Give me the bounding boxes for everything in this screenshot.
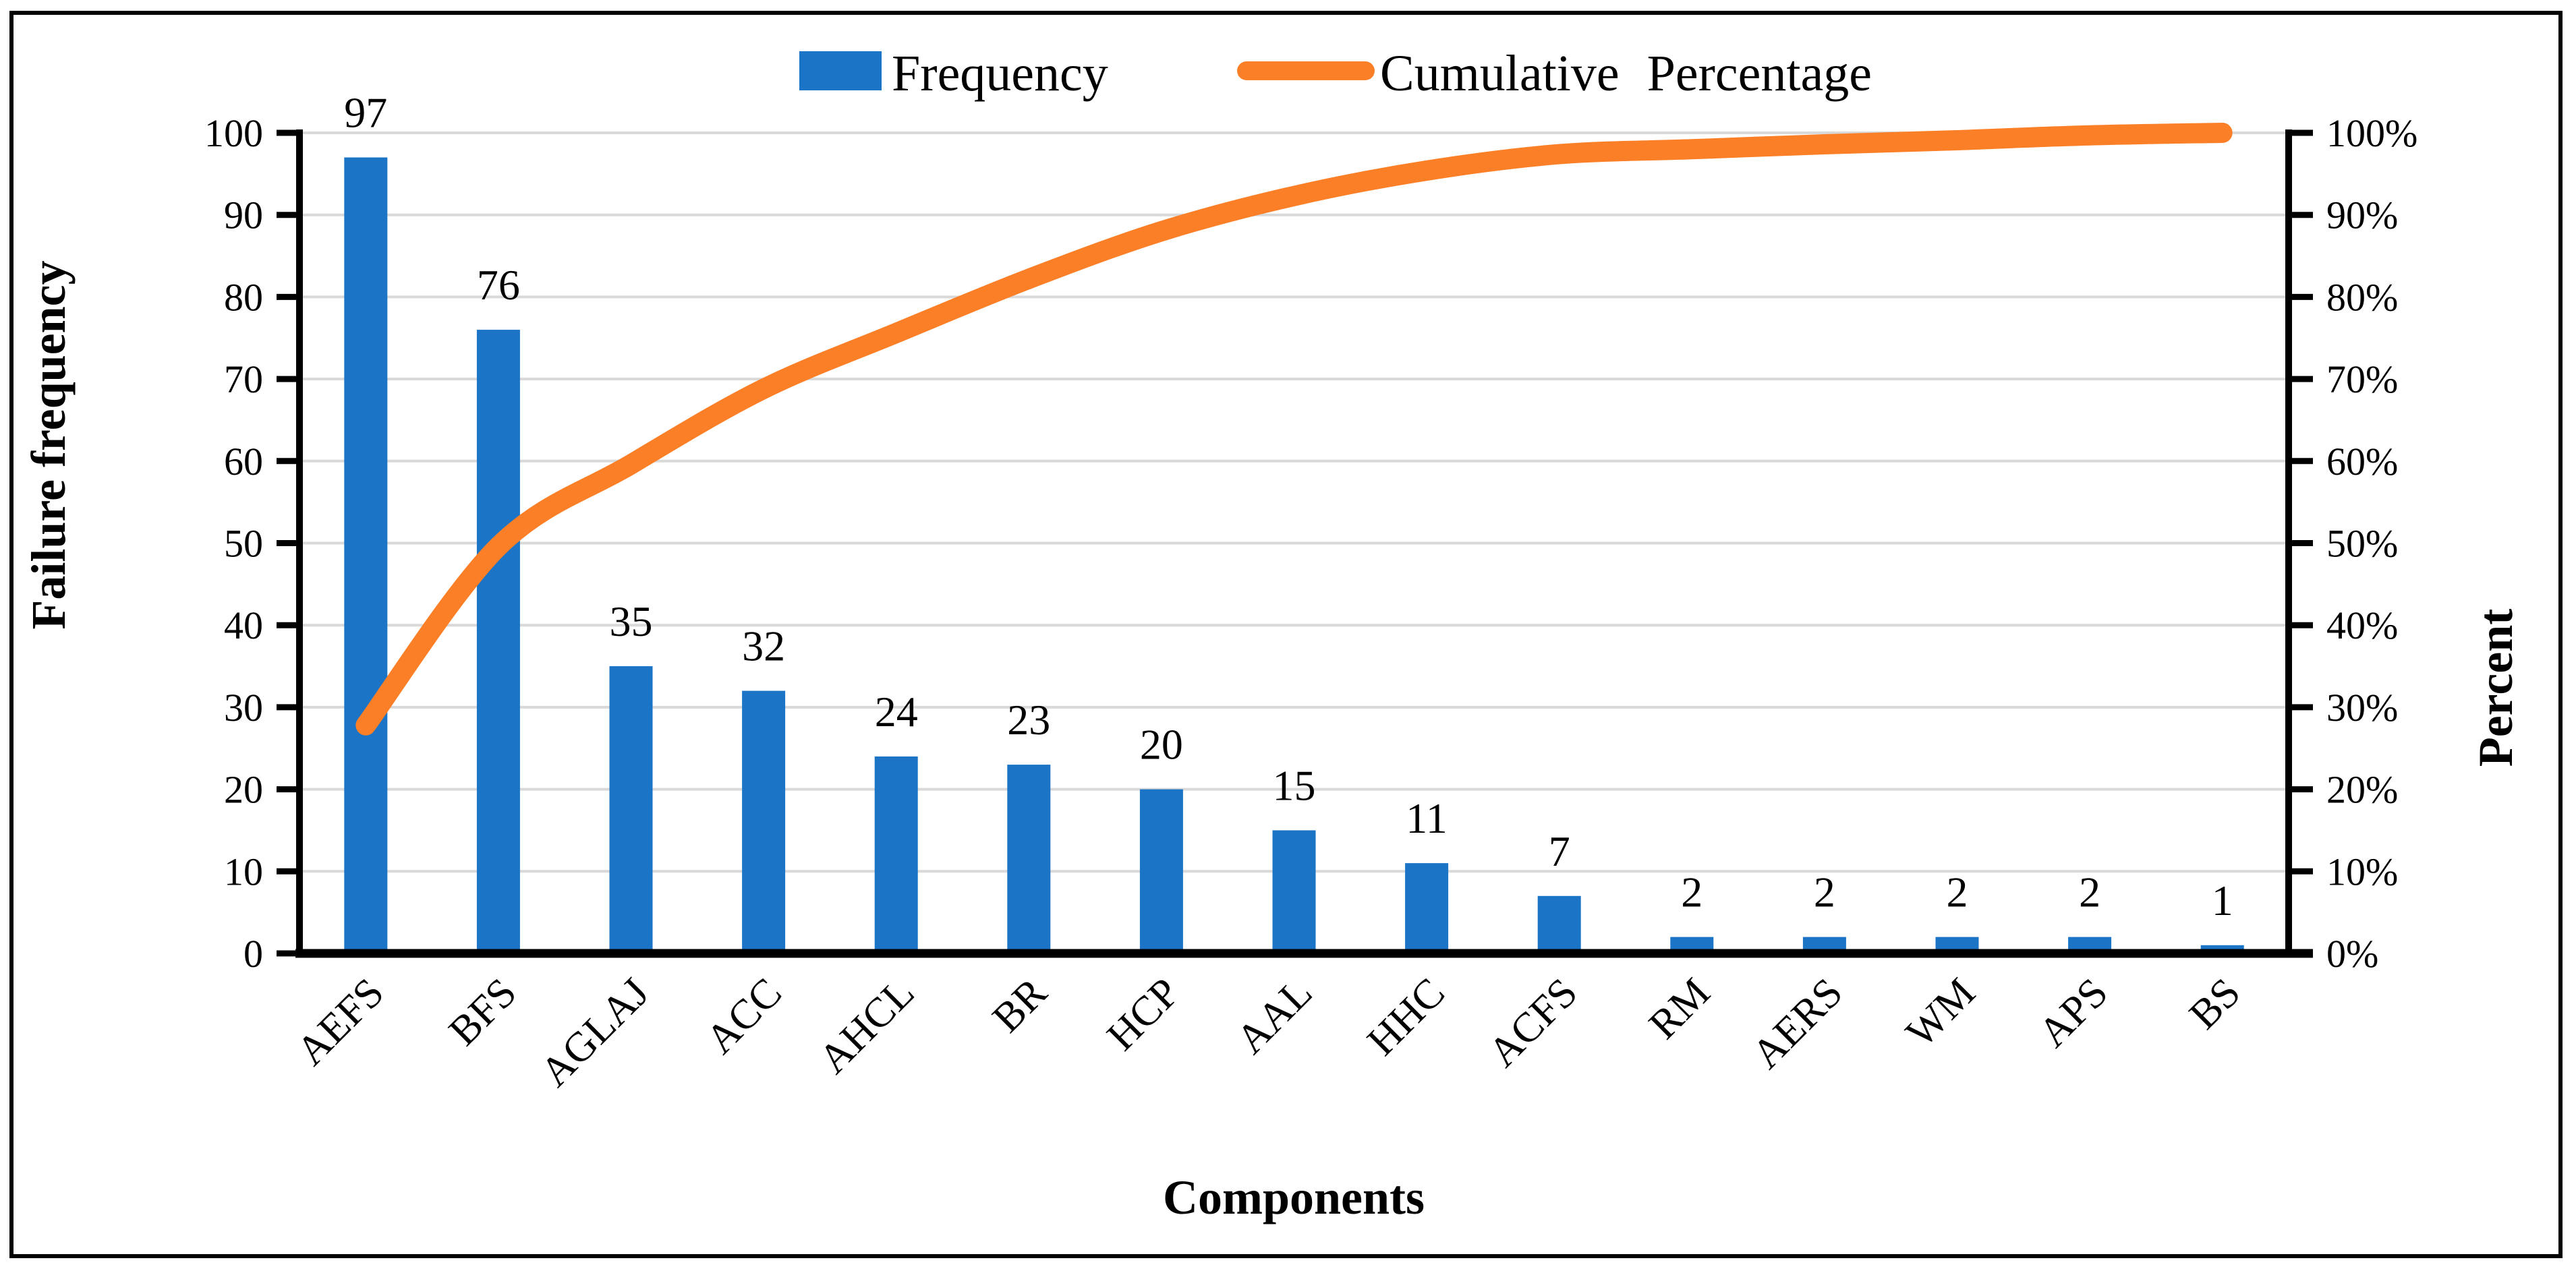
cumulative-percentage-path	[355, 123, 2233, 736]
category-label-HCP: HCP	[1098, 970, 1188, 1059]
bar-BFS	[476, 330, 520, 954]
category-label-AAL: AAL	[1228, 970, 1321, 1063]
left-tick-labels: 0 10 20 30 40 50 60 70 80 90 100	[204, 111, 263, 976]
cumulative-percentage-line	[355, 123, 2233, 736]
bar-value-label: 2	[1681, 868, 1702, 916]
bar-AEFS	[344, 157, 388, 953]
bar-ACFS	[1537, 895, 1581, 953]
right-tick-label: 40%	[2326, 603, 2398, 647]
category-label-HHC: HHC	[1358, 970, 1454, 1065]
bar-HHC	[1405, 863, 1449, 953]
right-tick-label: 70%	[2326, 357, 2398, 401]
left-tick-label: 70	[224, 357, 263, 401]
right-tick-label: 80%	[2326, 275, 2398, 319]
right-tick-label: 60%	[2326, 440, 2398, 483]
category-label-AHCL: AHCL	[810, 970, 923, 1082]
bar-ACC	[742, 690, 786, 953]
bar-BR	[1007, 765, 1051, 953]
category-label-BS: BS	[2181, 970, 2250, 1038]
right-tick-label: 0%	[2326, 932, 2378, 976]
y-axis-title-right: Percent	[2469, 609, 2523, 767]
left-tick-label: 10	[224, 850, 263, 893]
bar-value-label: 35	[610, 597, 653, 645]
legend-frequency-label: Frequency	[892, 45, 1108, 102]
bar-value-label: 2	[1947, 868, 1968, 916]
left-tick-label: 90	[224, 194, 263, 237]
bar-value-label: 23	[1007, 696, 1050, 744]
category-labels: AEFS BFS AGLAJ ACC AHCL BR HCP AAL HHC ACFS RM AERS…	[288, 969, 2250, 1095]
category-label-AGLAJ: AGLAJ	[532, 970, 658, 1096]
category-label-ACFS: ACFS	[1480, 970, 1586, 1076]
figure-border	[9, 11, 2563, 1258]
left-tick-label: 40	[224, 603, 263, 647]
gridlines	[299, 131, 2289, 873]
bar-value-label: 7	[1549, 827, 1570, 875]
right-tick-label: 10%	[2326, 850, 2398, 893]
category-label-ACC: ACC	[697, 970, 791, 1063]
bar-HCP	[1139, 789, 1183, 953]
bar-value-label: 32	[742, 622, 785, 670]
right-tick-labels: 0% 10% 20% 30% 40% 50% 60% 70% 80% 90% 100%	[2326, 111, 2417, 976]
left-tick-label: 60	[224, 440, 263, 483]
right-tick-label: 20%	[2326, 768, 2398, 812]
bar-value-label: 24	[875, 688, 918, 736]
left-tick-label: 0	[244, 932, 263, 976]
category-label-APS: APS	[2030, 970, 2117, 1057]
bar-value-labels: 97 76 35 32 24 23 20 15 11 7 2 2 2 2 1	[344, 89, 2233, 924]
bar-value-label: 97	[344, 89, 387, 137]
y-axis-title-left: Failure frequency	[22, 260, 76, 629]
bar-value-label: 20	[1140, 721, 1183, 769]
category-label-AEFS: AEFS	[288, 970, 393, 1074]
bar-value-label: 1	[2212, 877, 2233, 924]
left-tick-label: 100	[204, 111, 263, 155]
category-label-BFS: BFS	[440, 970, 525, 1055]
bar-value-label: 2	[1814, 868, 1835, 916]
axis-lines-and-ticks	[277, 129, 2313, 958]
bar-AGLAJ	[609, 666, 653, 953]
bar-value-label: 2	[2079, 868, 2100, 916]
category-label-RM: RM	[1640, 970, 1719, 1048]
category-label-BR: BR	[984, 969, 1056, 1041]
left-tick-label: 30	[224, 686, 263, 730]
left-tick-label: 20	[224, 768, 263, 812]
right-tick-label: 50%	[2326, 522, 2398, 566]
right-tick-label: 90%	[2326, 194, 2398, 237]
category-label-AERS: AERS	[1744, 970, 1852, 1077]
left-tick-label: 50	[224, 522, 263, 566]
left-tick-label: 80	[224, 275, 263, 319]
bar-AHCL	[874, 756, 918, 953]
right-tick-label: 100%	[2326, 111, 2417, 155]
legend: Frequency Cumulative Percentage	[799, 45, 1872, 102]
bar-value-label: 11	[1406, 794, 1448, 842]
legend-frequency-swatch	[799, 51, 882, 90]
x-axis-title: Components	[1163, 1171, 1425, 1224]
legend-cumulative-label: Cumulative Percentage	[1380, 45, 1872, 102]
bar-AAL	[1272, 830, 1316, 953]
category-label-WM: WM	[1897, 970, 1984, 1056]
bar-value-label: 76	[477, 261, 520, 309]
bar-value-label: 15	[1273, 761, 1316, 809]
frequency-bars	[344, 157, 2244, 954]
right-tick-label: 30%	[2326, 686, 2398, 730]
